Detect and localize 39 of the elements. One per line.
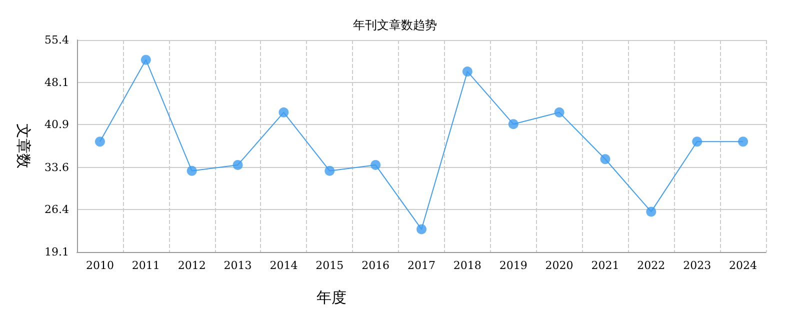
y-tick-label: 26.4 [44, 202, 69, 216]
point [416, 224, 426, 234]
y-axis-title: 文章数 [14, 124, 32, 168]
point [462, 66, 472, 77]
y-tick-label: 55.4 [44, 34, 69, 46]
x-axis-title: 年度 [316, 288, 346, 306]
y-tick-label: 33.6 [44, 160, 69, 174]
point [140, 54, 151, 65]
point [646, 206, 656, 217]
x-tick-label: 2020 [545, 259, 574, 272]
y-tick-label: 48.1 [44, 76, 69, 90]
point [278, 107, 289, 118]
point [186, 166, 197, 176]
y-tick-label: 19.1 [44, 246, 69, 258]
x-tick-label: 2012 [178, 259, 206, 272]
x-tick-label: 2015 [316, 259, 344, 272]
point [508, 119, 518, 130]
point [692, 136, 702, 147]
point [370, 160, 381, 170]
point [600, 154, 610, 164]
x-tick-label: 2022 [637, 259, 666, 272]
x-tick-label: 2011 [132, 259, 160, 272]
x-tick-label: 2016 [362, 259, 390, 272]
x-tick-label: 2018 [453, 259, 482, 272]
point [554, 107, 564, 118]
chart-title: 年刊文章数趋势 [353, 18, 437, 32]
x-tick-label: 2010 [86, 259, 114, 272]
x-tick-label: 2021 [591, 259, 620, 272]
point [738, 136, 748, 147]
y-tick-label: 40.9 [44, 118, 69, 132]
x-tick-label: 2013 [224, 259, 252, 272]
point [324, 166, 335, 176]
point [232, 160, 243, 170]
x-tick-label: 2014 [270, 259, 298, 272]
x-tick-label: 2023 [683, 259, 712, 272]
x-tick-label: 2019 [499, 259, 528, 272]
x-tick-label: 2024 [729, 259, 758, 272]
point [94, 136, 105, 147]
x-tick-label: 2017 [408, 259, 436, 272]
